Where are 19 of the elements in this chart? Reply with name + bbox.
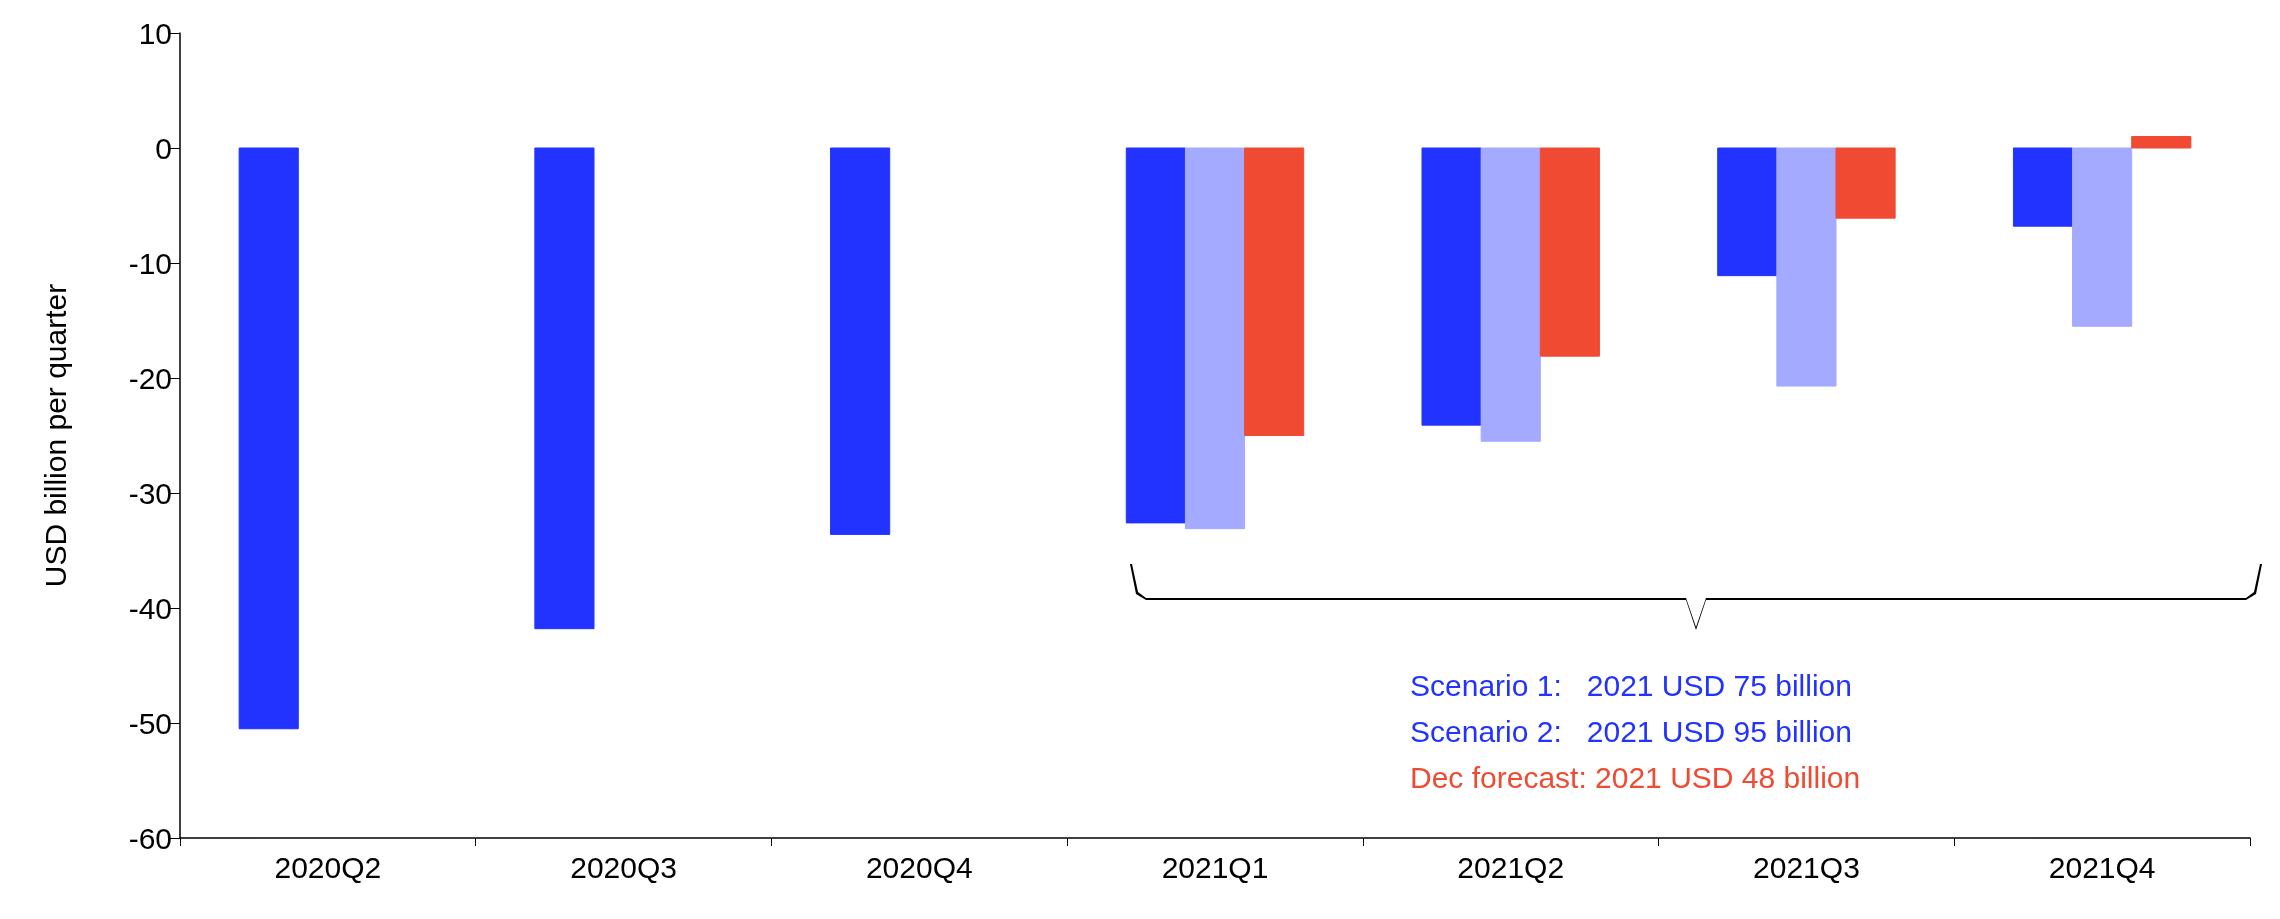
y-tick-label: 0 xyxy=(155,131,172,165)
y-tick-label: 10 xyxy=(138,16,172,50)
y-tick-label: -60 xyxy=(128,821,172,855)
y-axis-title: USD billion per quarter xyxy=(38,283,72,588)
x-tick-label: 2020Q3 xyxy=(570,850,677,884)
x-tick-label: 2021Q3 xyxy=(1753,850,1860,884)
y-tick-label: -10 xyxy=(128,246,172,280)
y-tick-label: -20 xyxy=(128,361,172,395)
annotation: Scenario 1: 2021 USD 75 billion xyxy=(1410,668,1852,702)
y-tick-label: -50 xyxy=(128,706,172,740)
y-tick-label: -40 xyxy=(128,591,172,625)
y-tick-label: -30 xyxy=(128,476,172,510)
x-tick-label: 2020Q4 xyxy=(865,850,973,884)
x-tick-label: 2021Q2 xyxy=(1457,850,1565,884)
x-tick-label: 2021Q4 xyxy=(2048,850,2156,884)
x-tick-label: 2020Q2 xyxy=(274,850,382,884)
annotation: Dec forecast: 2021 USD 48 billion xyxy=(1410,760,1861,794)
x-tick-label: 2021Q1 xyxy=(1161,850,1269,884)
annotation: Scenario 2: 2021 USD 95 billion xyxy=(1410,714,1852,748)
